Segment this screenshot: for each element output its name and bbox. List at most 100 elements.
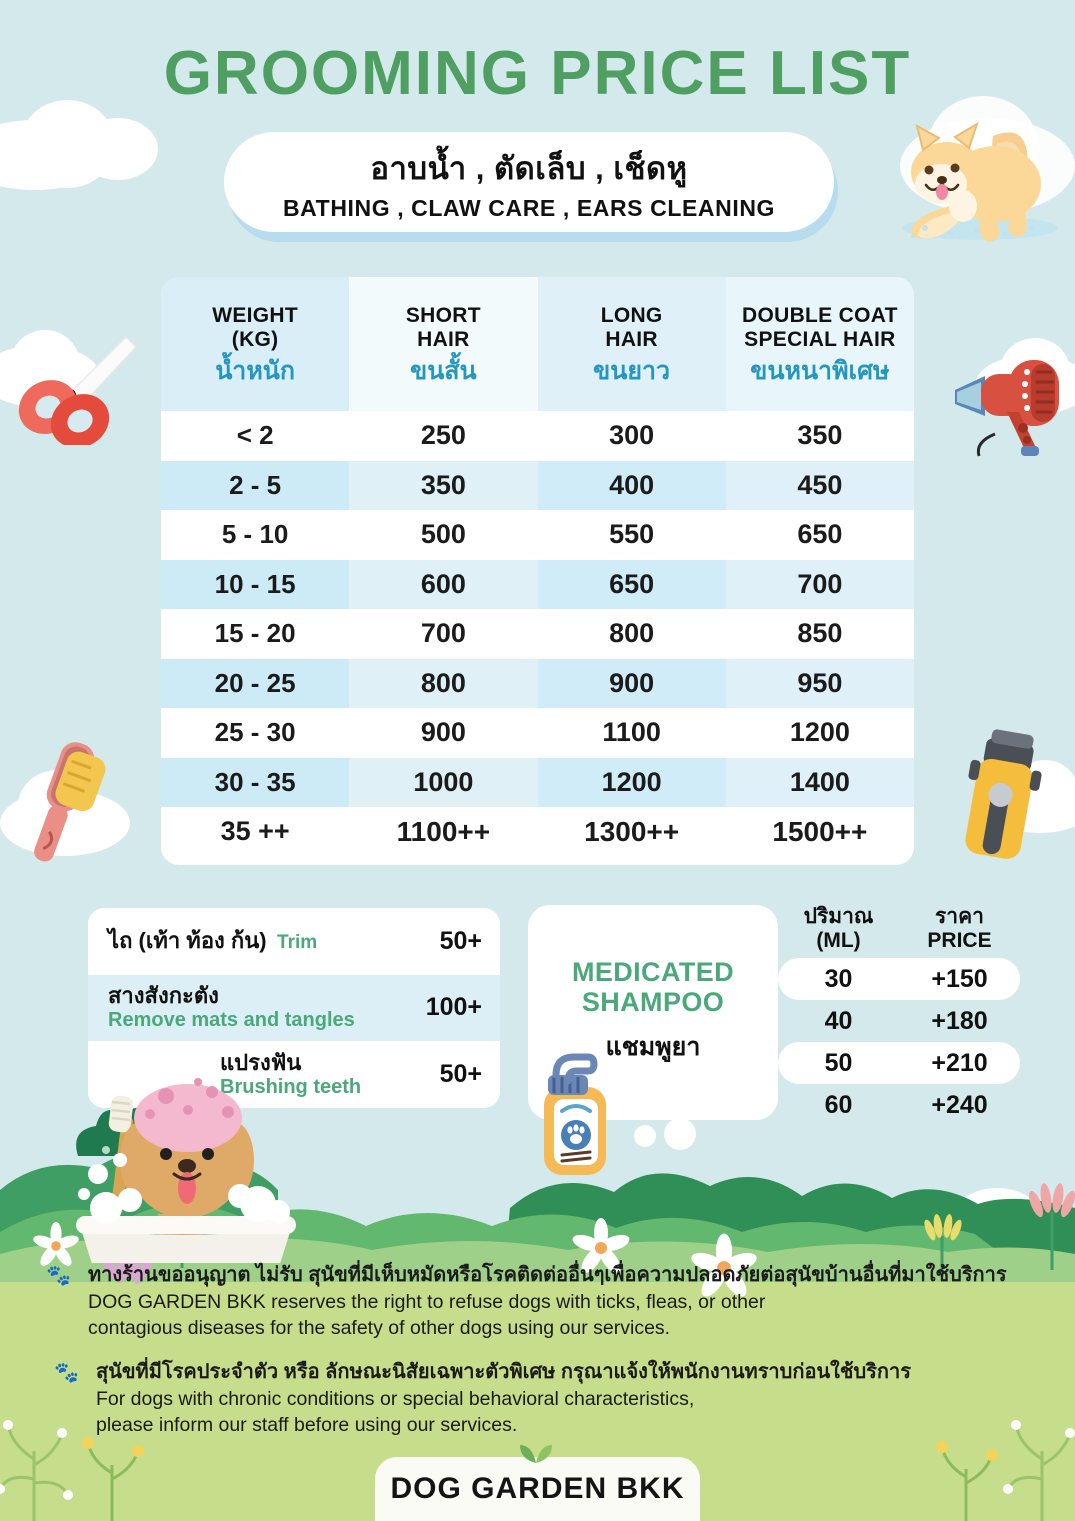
disclaimer-notes: 🐾 ทางร้านขออนุญาต ไม่รับ สุนัขที่มีเห็บห… <box>42 1262 1042 1457</box>
weight-header-thai: น้ำหนัก <box>215 357 296 386</box>
cell-double: 950 <box>725 658 914 708</box>
cell-long: 400 <box>537 460 726 510</box>
shampoo-price: +150 <box>931 964 988 993</box>
long-header-thai: ขนยาว <box>593 357 671 386</box>
cell-short: 1000 <box>349 757 538 807</box>
table-row: 35 ++ 1100++ 1300++ 1500++ <box>161 807 914 857</box>
double-header-line1: DOUBLE COAT <box>742 303 898 327</box>
cell-weight: < 2 <box>161 411 350 461</box>
table-row: 30 - 35 1000 1200 1400 <box>161 757 914 807</box>
cell-double: 650 <box>725 510 914 560</box>
table-row: 15 - 20 700 800 850 <box>161 609 914 659</box>
cell-double: 850 <box>725 609 914 659</box>
cell-double: 350 <box>725 411 914 461</box>
note-block: 🐾 ทางร้านขออนุญาต ไม่รับ สุนัขที่มีเห็บห… <box>42 1262 1042 1341</box>
cell-long: 900 <box>537 658 726 708</box>
shampoo-row: 40 +180 <box>778 1000 1020 1042</box>
bubble-decor <box>634 1125 656 1147</box>
scissors-icon <box>18 335 138 445</box>
dog-in-bathtub-icon <box>76 1078 296 1263</box>
table-row: 20 - 25 800 900 950 <box>161 658 914 708</box>
shampoo-price-line1: ราคา <box>935 905 984 929</box>
shampoo-row: 60 +240 <box>778 1084 1020 1126</box>
cell-short: 600 <box>349 559 538 609</box>
cell-short: 900 <box>349 708 538 758</box>
shampoo-price: +240 <box>931 1090 988 1119</box>
cell-long: 650 <box>537 559 726 609</box>
short-header-line2: HAIR <box>417 327 470 351</box>
addon-row-mats: สางสังกะตัง Remove mats and tangles 100+ <box>88 974 500 1042</box>
logo-badge: DOG GARDEN BKK <box>375 1445 700 1521</box>
shampoo-price: +180 <box>931 1006 988 1035</box>
table-row: 25 - 30 900 1100 1200 <box>161 708 914 758</box>
shampoo-volume: 40 <box>824 1006 853 1035</box>
cell-double: 1200 <box>725 708 914 758</box>
cell-long: 1300++ <box>537 807 726 857</box>
clipper-icon <box>965 729 1042 859</box>
cell-long: 1100 <box>537 708 726 758</box>
addon-label-group: แปรงฟัน Brushing teeth <box>108 1049 396 1098</box>
addon-price: 50+ <box>439 1059 482 1088</box>
shampoo-title-thai: แชมพูยา <box>605 1033 701 1062</box>
cell-long: 300 <box>537 411 726 461</box>
shampoo-price-line2: PRICE <box>927 929 992 952</box>
short-header-line1: SHORT <box>405 303 481 327</box>
shampoo-volume-line1: ปริมาณ <box>803 905 874 929</box>
long-header-line2: HAIR <box>605 327 658 351</box>
logo-text: DOG GARDEN BKK <box>390 1472 685 1505</box>
double-header-thai: ขนหนาพิเศษ <box>750 357 890 386</box>
cell-weight: 20 - 25 <box>161 658 350 708</box>
shampoo-header-volume: ปริมาณ (ML) <box>778 905 899 952</box>
medicated-shampoo-section: MEDICATED SHAMPOO แชมพูยา ปริมาณ (ML) รา… <box>528 900 1020 1155</box>
addon-thai: แปรงฟัน <box>220 1049 302 1075</box>
shampoo-title-english: MEDICATED SHAMPOO <box>571 956 735 1017</box>
addon-thai: สางสังกะตัง <box>108 983 219 1009</box>
cell-weight: 5 - 10 <box>161 510 350 560</box>
table-row: 5 - 10 500 550 650 <box>161 510 914 560</box>
price-table-body: < 2 250 300 350 2 - 5 350 400 450 5 - 10… <box>161 411 914 857</box>
table-row: < 2 250 300 350 <box>161 411 914 461</box>
col-header-weight: WEIGHT (KG) น้ำหนัก <box>161 277 350 411</box>
note-english-line1: For dogs with chronic conditions or spec… <box>96 1388 695 1411</box>
cell-double: 700 <box>725 559 914 609</box>
cell-double: 1400 <box>725 757 914 807</box>
price-table-card: WEIGHT (KG) น้ำหนัก SHORT HAIR ขนสั้น <box>161 277 914 865</box>
shampoo-volume: 50 <box>824 1048 853 1077</box>
cell-short: 800 <box>349 658 538 708</box>
double-header-line2: SPECIAL HAIR <box>744 327 896 351</box>
note-block: 🐾 สุนัขที่มีโรคประจำตัว หรือ ลักษณะนิสัย… <box>42 1359 1042 1438</box>
hairdryer-icon <box>955 360 1059 457</box>
cell-weight: 35 ++ <box>161 807 350 857</box>
cell-long: 800 <box>537 609 726 659</box>
cell-weight: 10 - 15 <box>161 559 350 609</box>
price-table-header-row: WEIGHT (KG) น้ำหนัก SHORT HAIR ขนสั้น <box>161 277 914 411</box>
addon-row-trim: ไถ (เท้า ท้อง ก้น) Trim 50+ <box>88 908 500 975</box>
shampoo-volume: 30 <box>824 964 853 993</box>
subtitle-thai: อาบน้ำ , ตัดเล็บ , เช็ดหู <box>370 150 688 186</box>
addon-label-group: สางสังกะตัง Remove mats and tangles <box>108 984 396 1031</box>
cell-short: 250 <box>349 411 538 461</box>
addon-price: 50+ <box>439 926 482 955</box>
note-thai: ทางร้านขออนุญาต ไม่รับ สุนัขที่มีเห็บหมั… <box>88 1264 1007 1286</box>
shampoo-price: +210 <box>931 1048 988 1077</box>
shampoo-header-price: ราคา PRICE <box>899 905 1020 952</box>
shampoo-price-table: ปริมาณ (ML) ราคา PRICE 30 +150 40 +180 5… <box>778 900 1020 1126</box>
price-table: WEIGHT (KG) น้ำหนัก SHORT HAIR ขนสั้น <box>161 277 914 857</box>
subtitle-pill: อาบน้ำ , ตัดเล็บ , เช็ดหู BATHING , CLAW… <box>224 132 834 232</box>
addon-english: Trim <box>277 931 318 953</box>
table-row: 10 - 15 600 650 700 <box>161 559 914 609</box>
addon-label-group: ไถ (เท้า ท้อง ก้น) Trim <box>108 928 396 954</box>
cell-long: 1200 <box>537 757 726 807</box>
shiba-dog-icon <box>902 121 1058 242</box>
shampoo-volume-line2: (ML) <box>816 929 861 952</box>
cell-weight: 15 - 20 <box>161 609 350 659</box>
addon-english: Brushing teeth <box>220 1075 362 1098</box>
note-english-line2: please inform our staff before using our… <box>96 1414 518 1437</box>
bottom-flower-border <box>0 1420 1075 1521</box>
cell-short: 350 <box>349 460 538 510</box>
shampoo-title-line1: MEDICATED <box>571 956 735 987</box>
weight-header-line2: (KG) <box>231 327 279 351</box>
shampoo-row: 30 +150 <box>778 958 1020 1000</box>
addon-row-teeth: แปรงฟัน Brushing teeth 50+ <box>88 1041 500 1108</box>
addon-price: 100+ <box>425 993 482 1022</box>
